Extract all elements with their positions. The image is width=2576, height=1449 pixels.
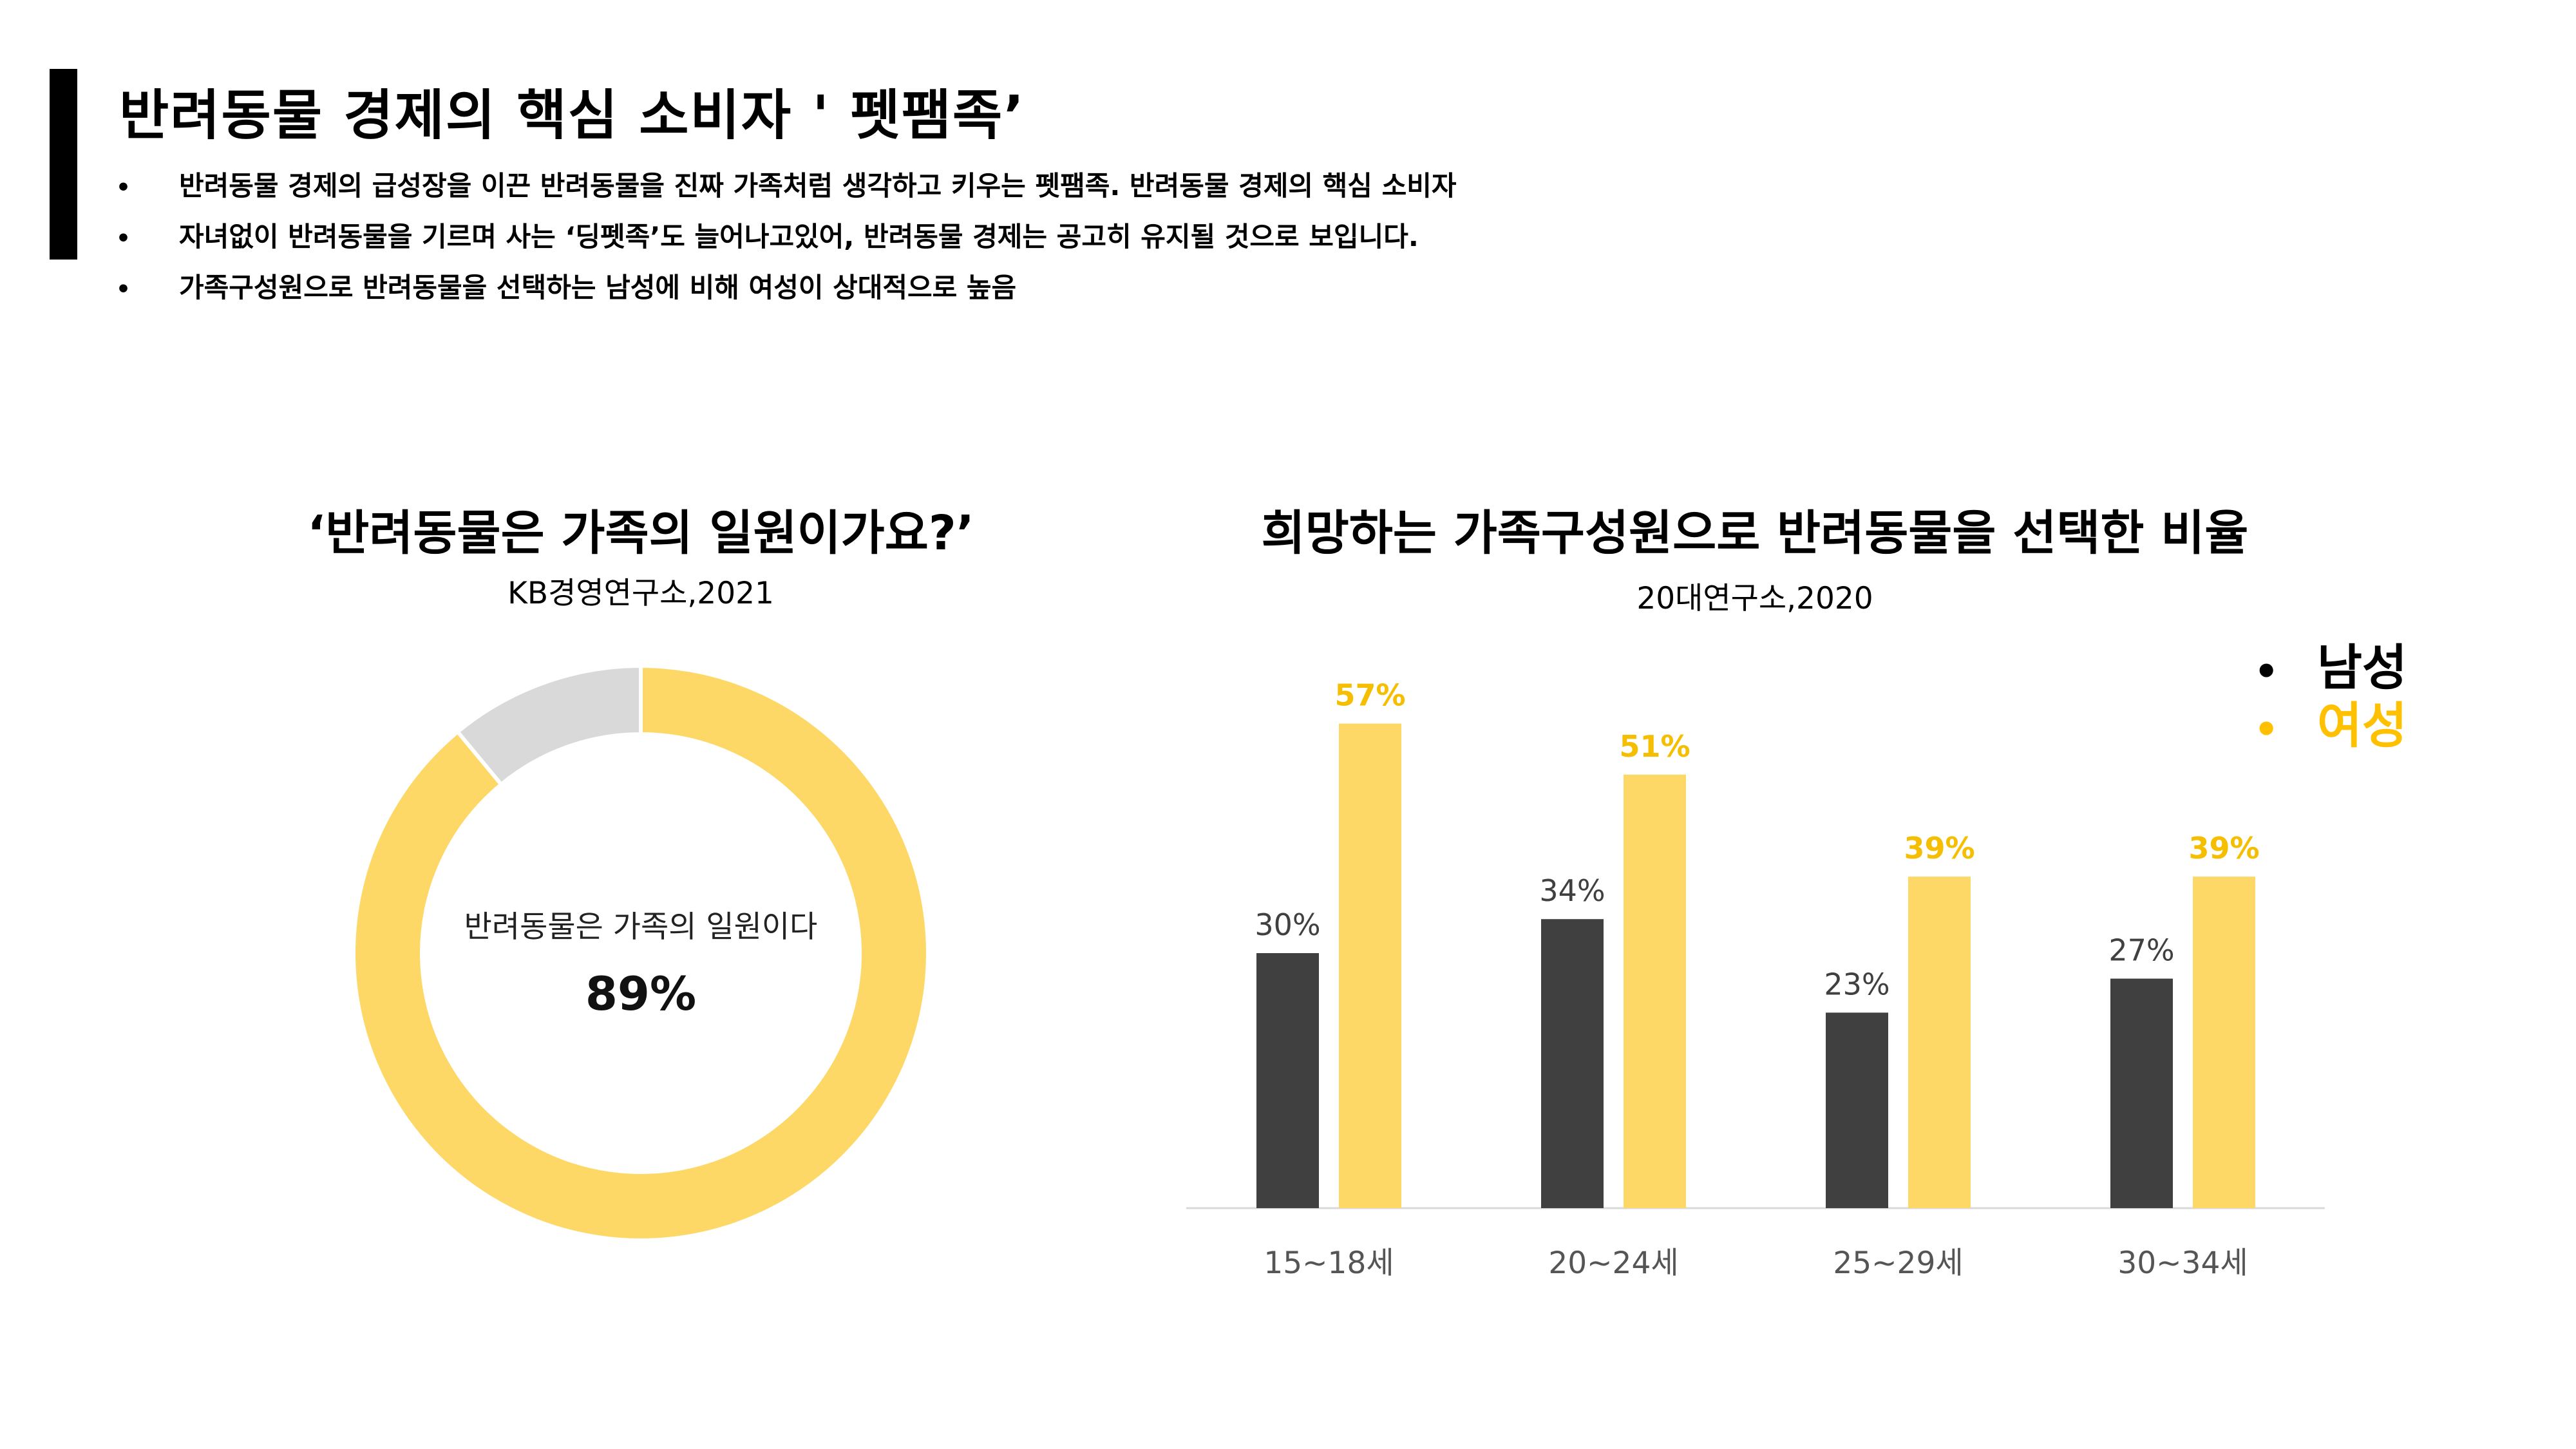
bullet-icon: • (116, 276, 131, 303)
bullet-text: 자녀없이 반려동물을 기르며 사는 ‘딩펫족’도 늘어나고있어, 반려동물 경제… (179, 221, 1419, 252)
bullet-text: 반려동물 경제의 급성장을 이끈 반려동물을 진짜 가족처럼 생각하고 키우는 … (179, 170, 1457, 202)
donut-center-label: 반려동물은 가족의 일원이다 (464, 909, 818, 945)
bar-value-label: 34% (1539, 873, 1605, 908)
x-tick-label: 25~29세 (1833, 1245, 1963, 1281)
bar-value-label: 30% (1255, 907, 1320, 942)
title-accent-bar (50, 69, 77, 260)
bar-female (1339, 723, 1401, 1208)
bar-value-label: 39% (2188, 831, 2259, 866)
page-title: 반려동물 경제의 핵심 소비자 ' 펫팸족’ (119, 84, 1026, 147)
bar-value-label: 39% (1904, 831, 1975, 866)
legend-label: 남성 (2317, 639, 2407, 696)
bar-chart-title: 희망하는 가족구성원으로 반려동물을 선택한 비율 (1261, 506, 2249, 561)
donut-slice-0 (352, 663, 930, 1242)
legend-dot-icon: • (2254, 649, 2279, 694)
donut-chart-title: ‘반려동물은 가족의 일원이가요?’ (307, 506, 974, 561)
bar-value-label: 51% (1619, 729, 1690, 764)
bullet-item: • 반려동물 경제의 급성장을 이끈 반려동물을 진짜 가족처럼 생각하고 키우는… (116, 164, 1456, 204)
x-tick-label: 30~34세 (2117, 1245, 2248, 1281)
donut-slice-1 (455, 663, 643, 788)
x-tick-label: 15~18세 (1264, 1245, 1394, 1281)
bullet-text: 가족구성원으로 반려동물을 선택하는 남성에 비해 여성이 상대적으로 높음 (179, 272, 1017, 303)
donut-center-value: 89% (585, 967, 696, 1021)
legend-label: 여성 (2317, 697, 2407, 754)
legend-item-female: • 여성 (2254, 686, 2407, 757)
bullet-item: • 가족구성원으로 반려동물을 선택하는 남성에 비해 여성이 상대적으로 높음 (116, 266, 1016, 305)
x-tick-label: 20~24세 (1548, 1245, 1678, 1281)
bar-male (2110, 978, 2173, 1208)
bullet-item: • 자녀없이 반려동물을 기르며 사는 ‘딩펫족’도 늘어나고있어, 반려동물 경… (116, 215, 1419, 254)
bar-male (1256, 953, 1319, 1208)
legend-item-male: • 남성 (2254, 628, 2407, 699)
bar-female (1908, 876, 1971, 1208)
bar-chart-source: 20대연구소,2020 (1636, 581, 1873, 616)
bar-female (1624, 774, 1686, 1208)
bar-value-label: 57% (1334, 678, 1405, 713)
bar-value-label: 23% (1824, 967, 1889, 1001)
bar-female (2193, 876, 2255, 1208)
bar-male (1541, 919, 1604, 1208)
bullet-icon: • (116, 225, 131, 252)
donut-chart-source: KB경영연구소,2021 (507, 576, 774, 611)
bar-male (1826, 1012, 1888, 1208)
legend-dot-icon: • (2254, 707, 2279, 752)
bar-value-label: 27% (2108, 933, 2174, 968)
bullet-icon: • (116, 175, 131, 201)
